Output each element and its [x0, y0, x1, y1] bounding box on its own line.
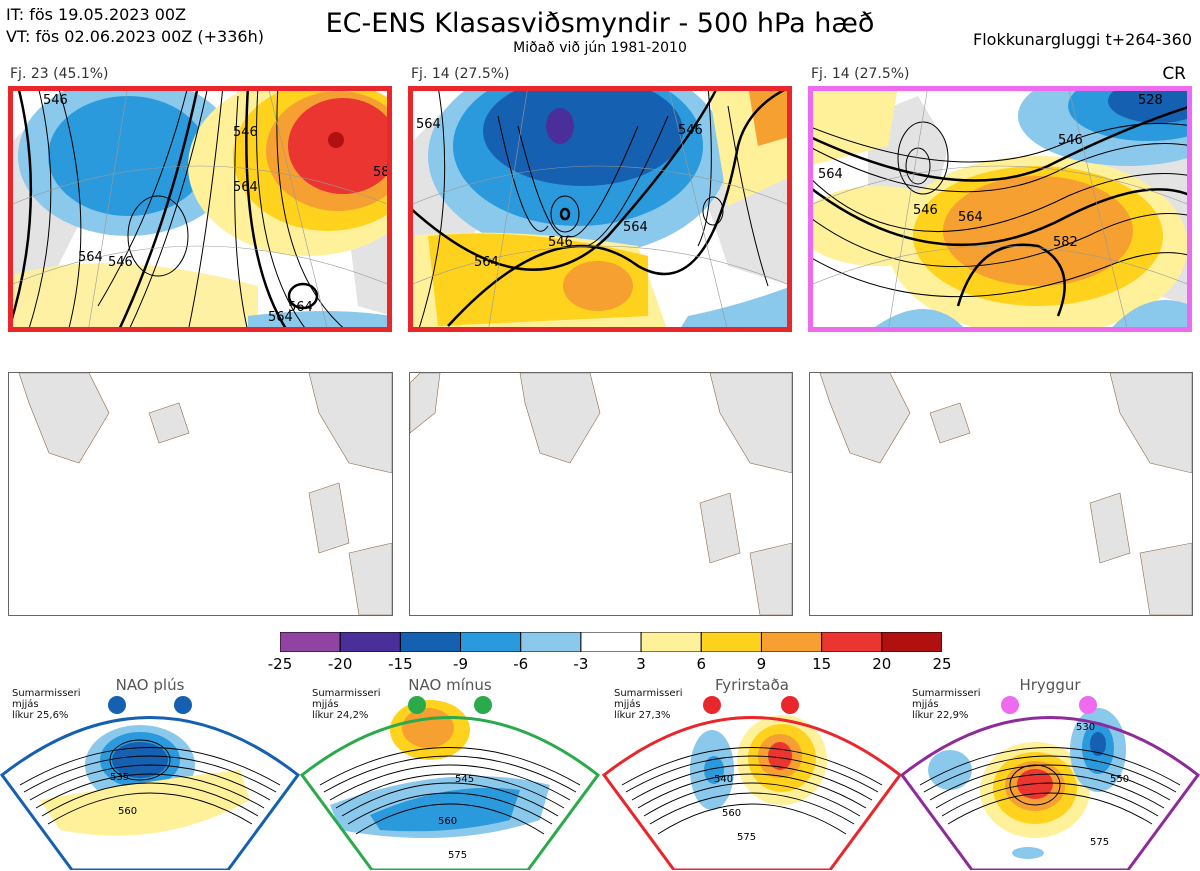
contour-label: 564: [233, 180, 258, 195]
cluster-map-3: 528 546 564 546 564 582: [808, 86, 1192, 332]
regime-info: Sumarmisseri mjjás líkur 22,9%: [912, 688, 981, 721]
chart-title: EC-ENS Klasasviðsmyndir - 500 hPa hæð: [325, 8, 875, 39]
regime-contour-label: 540: [714, 774, 733, 785]
regime-contour-label: 575: [1090, 837, 1109, 848]
regime-contour-label: 575: [448, 850, 467, 861]
regime-contour-label: 530: [1076, 722, 1095, 733]
contour-label: 546: [548, 235, 573, 250]
contour-label: 546: [678, 123, 703, 138]
cluster-3-label: Fj. 14 (27.5%): [811, 66, 910, 82]
empty-map-2: [409, 372, 793, 616]
regime-contour-label: 560: [118, 806, 137, 817]
regime-ridge: 530 550 575 Hryggur Sumarmisseri mjjás lík…: [900, 620, 1200, 870]
contour-label: 582: [1053, 235, 1078, 250]
cluster-1-label: Fj. 23 (45.1%): [10, 66, 109, 82]
regime-contour-label: 545: [455, 774, 474, 785]
regime-nao-minus: 545 560 575 NAO mínus Sumarmisseri mjjás l…: [300, 620, 600, 870]
regime-info: Sumarmisseri mjjás líkur 25,6%: [12, 688, 81, 721]
cluster-map-2: 564 546 546 564 564: [408, 86, 792, 332]
initial-time: IT: fös 19.05.2023 00Z: [6, 5, 187, 24]
contour-label: 528: [1138, 93, 1163, 108]
regime-contour-label: 550: [1110, 774, 1129, 785]
contour-label: 564: [958, 210, 983, 225]
contour-label: 546: [43, 93, 68, 108]
empty-map-1: [8, 372, 393, 616]
colorbar-tick-label: 25: [932, 655, 952, 673]
cluster-map-1: 546 564 564 546 564 546 582 564: [8, 86, 392, 332]
empty-map-3: [809, 372, 1193, 616]
regime-name: Fyrirstaða: [715, 676, 789, 694]
header-info: IT: fös 19.05.2023 00Z VT: fös 02.06.202…: [6, 4, 264, 48]
regime-contour-label: 535: [110, 772, 129, 783]
contour-label: 564: [288, 300, 313, 315]
colorbar-tick-label: -25: [267, 655, 293, 673]
regime-name: Hryggur: [1019, 676, 1081, 694]
contour-label: 564: [78, 250, 103, 265]
colorbar-tick-label: 20: [872, 655, 892, 673]
contour-label: 546: [233, 125, 258, 140]
colorbar-tick-label: 9: [756, 655, 767, 673]
valid-time: VT: fös 02.06.2023 00Z (+336h): [6, 27, 264, 46]
regime-contour-label: 560: [722, 808, 741, 819]
regime-info: Sumarmisseri mjjás líkur 27,3%: [614, 688, 683, 721]
colorbar-tick-label: 3: [636, 655, 646, 673]
colorbar-tick-label: -6: [513, 655, 529, 673]
regime-contour-label: 575: [737, 832, 756, 843]
classification-window: Flokkunargluggi t+264-360: [973, 30, 1192, 49]
regime-nao-plus: 535 560 NAO plús Sumarmisseri mjjás líkur …: [0, 620, 300, 870]
contour-label: 564: [268, 310, 293, 325]
cr-label: CR: [1162, 64, 1186, 84]
regime-blocking: 540 560 575 Fyrirstaða Sumarmisseri mjjás…: [602, 620, 902, 870]
chart-subtitle: Miðað við jún 1981-2010: [513, 40, 687, 56]
contour-label: 564: [623, 220, 648, 235]
colorbar-tick-label: -9: [453, 655, 469, 673]
contour-label: 546: [1058, 133, 1083, 148]
cluster-2-label: Fj. 14 (27.5%): [411, 66, 510, 82]
colorbar-tick-label: 6: [696, 655, 707, 673]
colorbar-tick-label: -3: [573, 655, 589, 673]
contour-label: 582: [373, 165, 392, 180]
regime-name: NAO plús: [115, 676, 185, 694]
colorbar-tick-label: 15: [812, 655, 832, 673]
regime-info: Sumarmisseri mjjás líkur 24,2%: [312, 688, 381, 721]
contour-label: 546: [108, 255, 133, 270]
contour-label: 564: [818, 167, 843, 182]
colorbar: [280, 632, 942, 652]
colorbar-tick-label: -20: [327, 655, 353, 673]
contour-label: 564: [416, 117, 441, 132]
regime-name: NAO mínus: [408, 676, 492, 694]
contour-label: 546: [913, 203, 938, 218]
colorbar-tick-label: -15: [388, 655, 413, 673]
regime-contour-label: 560: [438, 816, 457, 827]
contour-label: 564: [474, 255, 499, 270]
